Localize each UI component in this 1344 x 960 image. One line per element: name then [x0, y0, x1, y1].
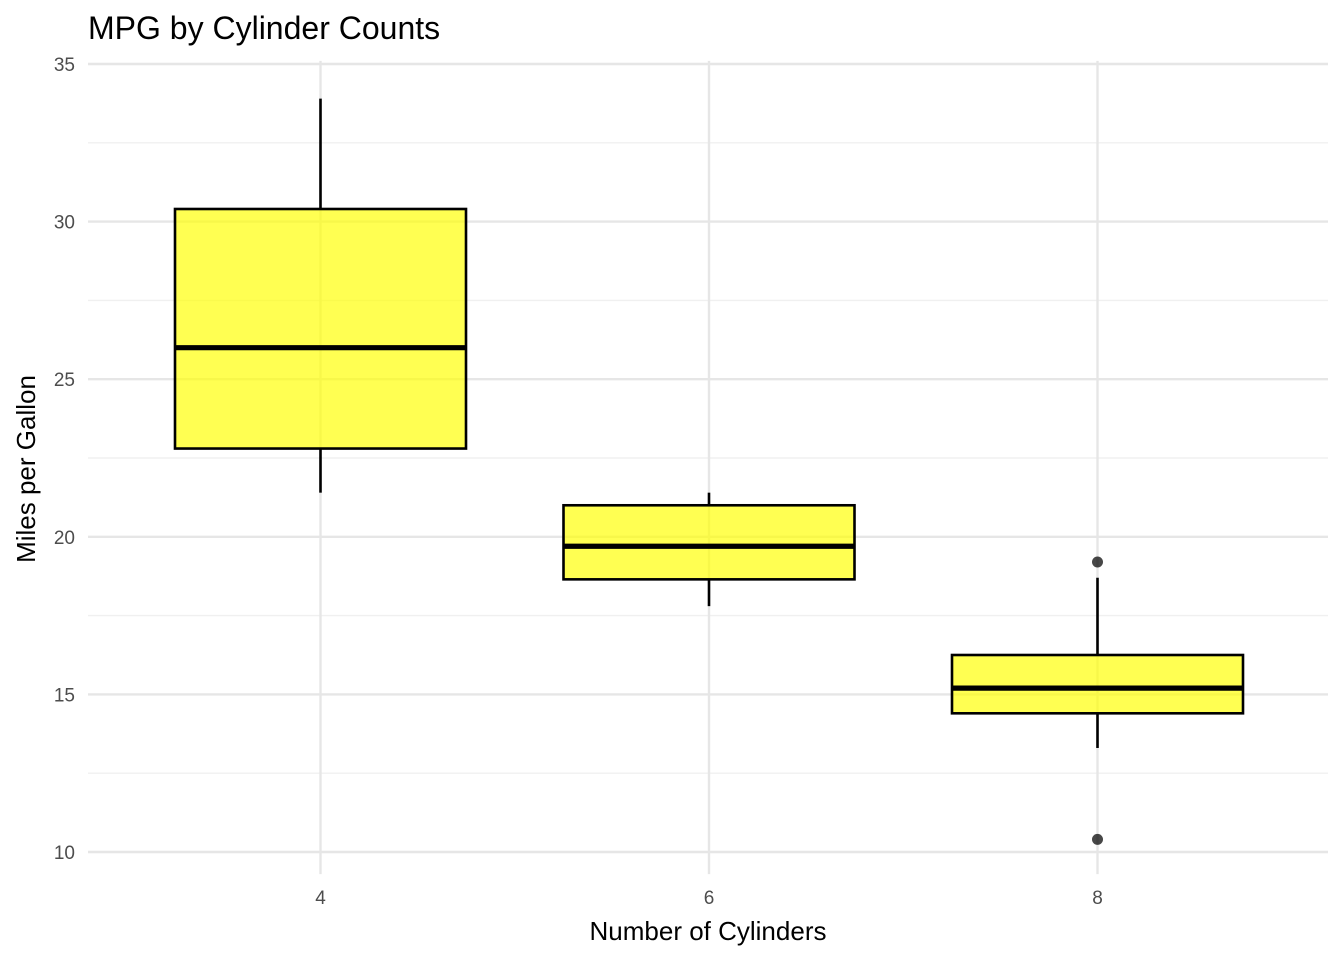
chart-title: MPG by Cylinder Counts — [88, 10, 440, 46]
box-iqr — [562, 503, 856, 581]
box-group-8 — [950, 556, 1245, 845]
box-series — [173, 98, 1245, 845]
outlier-point — [1092, 556, 1103, 568]
x-axis-title: Number of Cylinders — [590, 916, 827, 946]
y-tick-label: 30 — [54, 213, 75, 234]
x-tick-label: 8 — [1092, 888, 1103, 909]
grid-lines — [88, 60, 1328, 875]
box-iqr — [173, 207, 468, 450]
box-group-4 — [173, 98, 468, 493]
box-group-6 — [562, 492, 856, 607]
y-tick-label: 35 — [54, 55, 75, 76]
y-tick-label: 20 — [54, 528, 75, 549]
y-tick-label: 15 — [54, 685, 75, 706]
y-tick-label: 25 — [54, 370, 75, 391]
y-tick-label: 10 — [54, 843, 75, 864]
x-tick-label: 6 — [704, 888, 715, 909]
y-axis-title: Miles per Gallon — [11, 375, 41, 563]
x-axis-ticks: 4 6 8 — [315, 888, 1103, 909]
box-iqr — [950, 653, 1245, 715]
outlier-point — [1092, 833, 1103, 845]
y-axis-ticks: 10 15 20 25 30 35 — [54, 55, 75, 864]
x-tick-label: 4 — [315, 888, 326, 909]
